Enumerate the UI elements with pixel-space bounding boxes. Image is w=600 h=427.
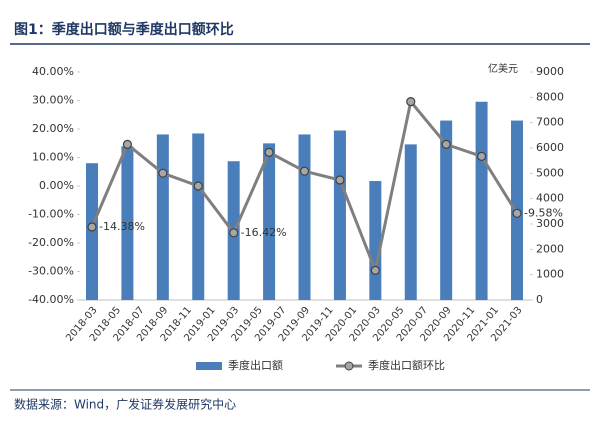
- y2-tick-label: 7000: [536, 116, 564, 129]
- y2-tick-label: 9000: [536, 65, 564, 78]
- line-marker: [406, 97, 416, 107]
- line-marker: [335, 175, 345, 185]
- data-label: -14.38%: [99, 220, 145, 233]
- data-label: -9.58%: [524, 206, 563, 219]
- line-marker: [122, 139, 133, 149]
- y2-tick-label: 1000: [536, 268, 564, 281]
- chart-title: 图1：季度出口额与季度出口额环比: [14, 21, 234, 38]
- data-label: -16.42%: [241, 226, 287, 239]
- line-marker: [476, 151, 487, 161]
- bar: [192, 133, 205, 300]
- y2-tick-label: 8000: [536, 90, 564, 103]
- bar: [298, 134, 311, 300]
- y2-tick-label: 3000: [536, 217, 564, 230]
- y-tick-label: -10.00%: [28, 208, 74, 221]
- y-tick-label: 30.00%: [32, 94, 74, 107]
- line-marker: [512, 208, 522, 218]
- bar: [404, 144, 417, 300]
- line-marker: [264, 147, 274, 157]
- line-marker: [370, 265, 380, 275]
- y-tick-label: 0.00%: [39, 179, 74, 192]
- y-tick-label: 20.00%: [32, 122, 74, 135]
- line-marker: [193, 181, 203, 191]
- y-tick-label: 40.00%: [32, 65, 74, 78]
- line-marker: [441, 139, 451, 149]
- y2-tick-label: 6000: [536, 141, 564, 154]
- legend-swatch: [196, 362, 222, 370]
- line-marker: [229, 228, 239, 238]
- y2-unit: 亿美元: [488, 62, 518, 75]
- y2-tick-label: 0: [536, 293, 543, 306]
- bar: [263, 143, 276, 300]
- y-tick-label: -30.00%: [28, 265, 74, 278]
- y-tick-label: -40.00%: [28, 293, 74, 306]
- line-marker: [87, 222, 97, 232]
- legend-label: 季度出口额: [228, 358, 283, 372]
- bar: [440, 120, 453, 301]
- bar: [369, 181, 382, 300]
- y2-tick-label: 2000: [536, 242, 564, 255]
- legend-label: 季度出口额环比: [368, 358, 445, 372]
- bar: [475, 101, 488, 300]
- bar: [333, 130, 346, 300]
- bar: [156, 134, 169, 300]
- line-marker: [299, 166, 310, 176]
- bar: [86, 163, 98, 300]
- y-tick-label: 10.00%: [32, 151, 74, 164]
- bar: [121, 146, 134, 300]
- y2-tick-label: 5000: [536, 166, 564, 179]
- y-tick-label: -20.00%: [28, 236, 74, 249]
- legend-swatch: [344, 361, 354, 371]
- line-marker: [158, 168, 168, 178]
- source-note: 数据来源：Wind，广发证券发展研究中心: [14, 397, 236, 412]
- y2-tick-label: 4000: [536, 192, 564, 205]
